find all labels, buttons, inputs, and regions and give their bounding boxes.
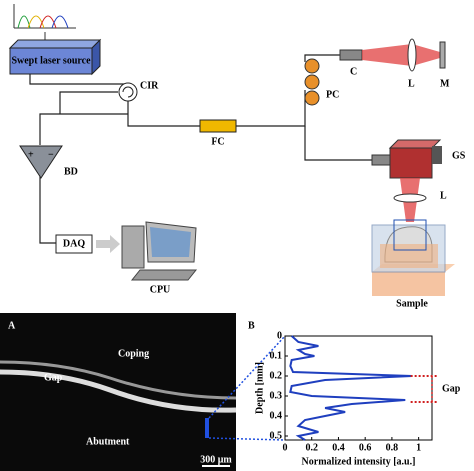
- oct-band: [0, 369, 237, 413]
- beam: [362, 44, 440, 66]
- fiber: [304, 126, 372, 161]
- gap-annotation: Gap: [442, 383, 461, 394]
- laser-box: [8, 38, 102, 76]
- laser-label: Swept laser source: [11, 55, 91, 66]
- y-tick-label: 0.5: [270, 430, 283, 441]
- plus: +: [28, 149, 34, 160]
- fiber: [39, 113, 128, 145]
- mirror: [439, 41, 446, 69]
- profile-marker: [205, 418, 209, 438]
- gap-label: Gap: [44, 372, 63, 383]
- x-tick-label: 0: [283, 442, 288, 453]
- c-label: C: [350, 66, 357, 77]
- circulator-label: CIR: [140, 80, 159, 91]
- x-axis-label: Normalized intensity [a.u.]: [302, 456, 416, 467]
- circulator: [118, 82, 138, 102]
- fiber: [127, 101, 200, 127]
- m-label: M: [440, 78, 450, 89]
- gs-label: GS: [452, 150, 466, 161]
- x-tick-label: 0.2: [305, 442, 318, 453]
- daq-label: DAQ: [63, 238, 85, 249]
- spectrum-icon: [13, 4, 76, 40]
- minus: −: [48, 149, 54, 160]
- x-tick-label: 1: [416, 442, 421, 453]
- daq-box: [55, 234, 93, 254]
- panel-label: A: [8, 320, 16, 331]
- polarization-controller: [304, 58, 320, 106]
- collimator: [339, 49, 363, 61]
- lens: [393, 193, 427, 203]
- sample-label: Sample: [396, 298, 428, 309]
- profile-line: [289, 335, 413, 441]
- fiber: [304, 54, 340, 62]
- detector-label: BD: [64, 166, 78, 177]
- panel-label: B: [248, 320, 255, 331]
- pc-label: PC: [326, 89, 339, 100]
- x-tick-label: 0.8: [386, 442, 399, 453]
- y-tick-label: 0.2: [270, 370, 283, 381]
- coupler-label: FC: [211, 136, 224, 147]
- y-tick-label: 0.4: [270, 410, 283, 421]
- y-tick-label: 0: [277, 330, 282, 341]
- x-tick-label: 0.4: [332, 442, 345, 453]
- circulator-arrow: [122, 86, 134, 98]
- l-label: L: [408, 78, 415, 89]
- plot-frame: [284, 335, 433, 441]
- collimator: [371, 154, 391, 166]
- cpu-label: CPU: [150, 284, 171, 295]
- computer: [121, 221, 198, 281]
- lens: [407, 38, 417, 72]
- y-axis-label: Depth [mm]: [254, 362, 265, 414]
- detector: [19, 145, 63, 179]
- coupler: [199, 119, 237, 133]
- fiber: [59, 91, 118, 114]
- zoom-line: [208, 335, 286, 419]
- oct-band: [0, 360, 237, 400]
- sample: [371, 219, 455, 296]
- abutment-label: Abutment: [86, 436, 130, 447]
- y-tick-label: 0.1: [270, 350, 283, 361]
- coping-label: Coping: [118, 348, 149, 359]
- fiber: [236, 90, 306, 127]
- y-tick-label: 0.3: [270, 390, 283, 401]
- arrow: [96, 235, 120, 253]
- x-tick-label: 0.6: [359, 442, 372, 453]
- l-label: L: [440, 190, 447, 201]
- zoom-line: [208, 437, 286, 441]
- scale-label: 300 μm: [200, 454, 232, 465]
- wire: [39, 175, 56, 244]
- scanner: [388, 139, 442, 179]
- fiber: [29, 74, 129, 85]
